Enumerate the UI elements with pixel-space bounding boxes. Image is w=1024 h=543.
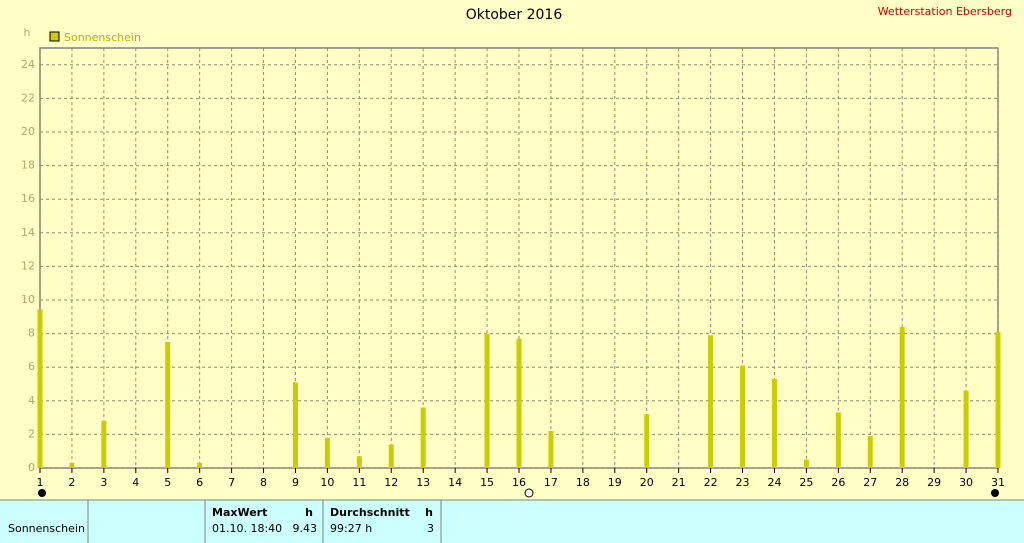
x-tick-label: 2 [68,476,75,489]
y-tick-label: 18 [21,159,35,172]
bar [165,342,171,468]
x-tick-label: 19 [608,476,622,489]
bar [388,444,394,468]
x-tick-label: 4 [132,476,139,489]
bar [867,436,873,468]
x-tick-label: 16 [512,476,526,489]
x-tick-label: 18 [576,476,590,489]
bar [324,437,330,468]
x-tick-label: 21 [672,476,686,489]
x-tick-label: 12 [384,476,398,489]
x-tick-label: 7 [228,476,235,489]
summary-header: Durchschnitt [330,506,410,519]
x-tick-label: 8 [260,476,267,489]
bar [37,309,43,468]
bar [420,407,426,468]
bar [740,365,746,468]
x-tick-label: 15 [480,476,494,489]
x-tick-label: 24 [767,476,781,489]
station-name: Wetterstation Ebersberg [878,5,1012,18]
x-tick-label: 28 [895,476,909,489]
y-tick-label: 10 [21,293,35,306]
bar [708,335,714,468]
bar [101,420,107,468]
marker [38,489,46,497]
legend-label: Sonnenschein [64,31,141,44]
summary-row-label: Sonnenschein [8,522,85,535]
x-tick-label: 14 [448,476,462,489]
marker [991,489,999,497]
summary-panel [0,500,1024,543]
x-tick-label: 23 [736,476,750,489]
x-tick-label: 11 [352,476,366,489]
y-tick-label: 14 [21,226,35,239]
summary-unit: h [305,506,313,519]
legend-swatch [49,31,60,42]
y-tick-label: 2 [28,427,35,440]
summary-unit: h [425,506,433,519]
x-tick-label: 1 [37,476,44,489]
bar [899,326,905,468]
bar [644,414,650,468]
summary-cell: 3 [427,522,434,535]
x-tick-label: 5 [164,476,171,489]
y-tick-label: 22 [21,91,35,104]
summary-header: MaxWert [212,506,267,519]
y-tick-label: 0 [28,461,35,474]
chart-title: Oktober 2016 [466,7,563,23]
x-tick-label: 13 [416,476,430,489]
summary-cell: 9.43 [293,522,318,535]
bar [69,462,75,468]
summary-dividers [0,499,1024,543]
x-tick-label: 6 [196,476,203,489]
y-axis-label: h [24,26,31,39]
x-tick-label: 31 [991,476,1005,489]
x-tick-label: 10 [320,476,334,489]
x-tick-label: 25 [799,476,813,489]
x-tick-label: 3 [100,476,107,489]
x-tick-label: 22 [704,476,718,489]
bar [963,390,969,468]
bar [548,431,554,468]
bar [516,338,522,468]
x-tick-label: 30 [959,476,973,489]
x-tick-label: 9 [292,476,299,489]
bar [835,412,841,468]
summary-cell: 99:27 h [330,522,372,535]
y-tick-label: 12 [21,259,35,272]
y-tick-label: 4 [28,394,35,407]
bar [356,456,362,468]
bar [803,459,809,468]
y-tick-label: 24 [21,58,35,71]
bar [197,462,203,468]
x-tick-label: 20 [640,476,654,489]
bar [292,382,298,468]
bar [771,378,777,468]
y-tick-label: 20 [21,125,35,138]
x-tick-label: 17 [544,476,558,489]
bar [484,333,490,468]
x-tick-label: 27 [863,476,877,489]
x-tick-label: 29 [927,476,941,489]
bar [995,331,1001,468]
y-tick-label: 16 [21,192,35,205]
summary-cell: 01.10. 18:40 [212,522,282,535]
marker [524,488,534,498]
y-tick-label: 8 [28,327,35,340]
y-tick-label: 6 [28,360,35,373]
x-tick-label: 26 [831,476,845,489]
